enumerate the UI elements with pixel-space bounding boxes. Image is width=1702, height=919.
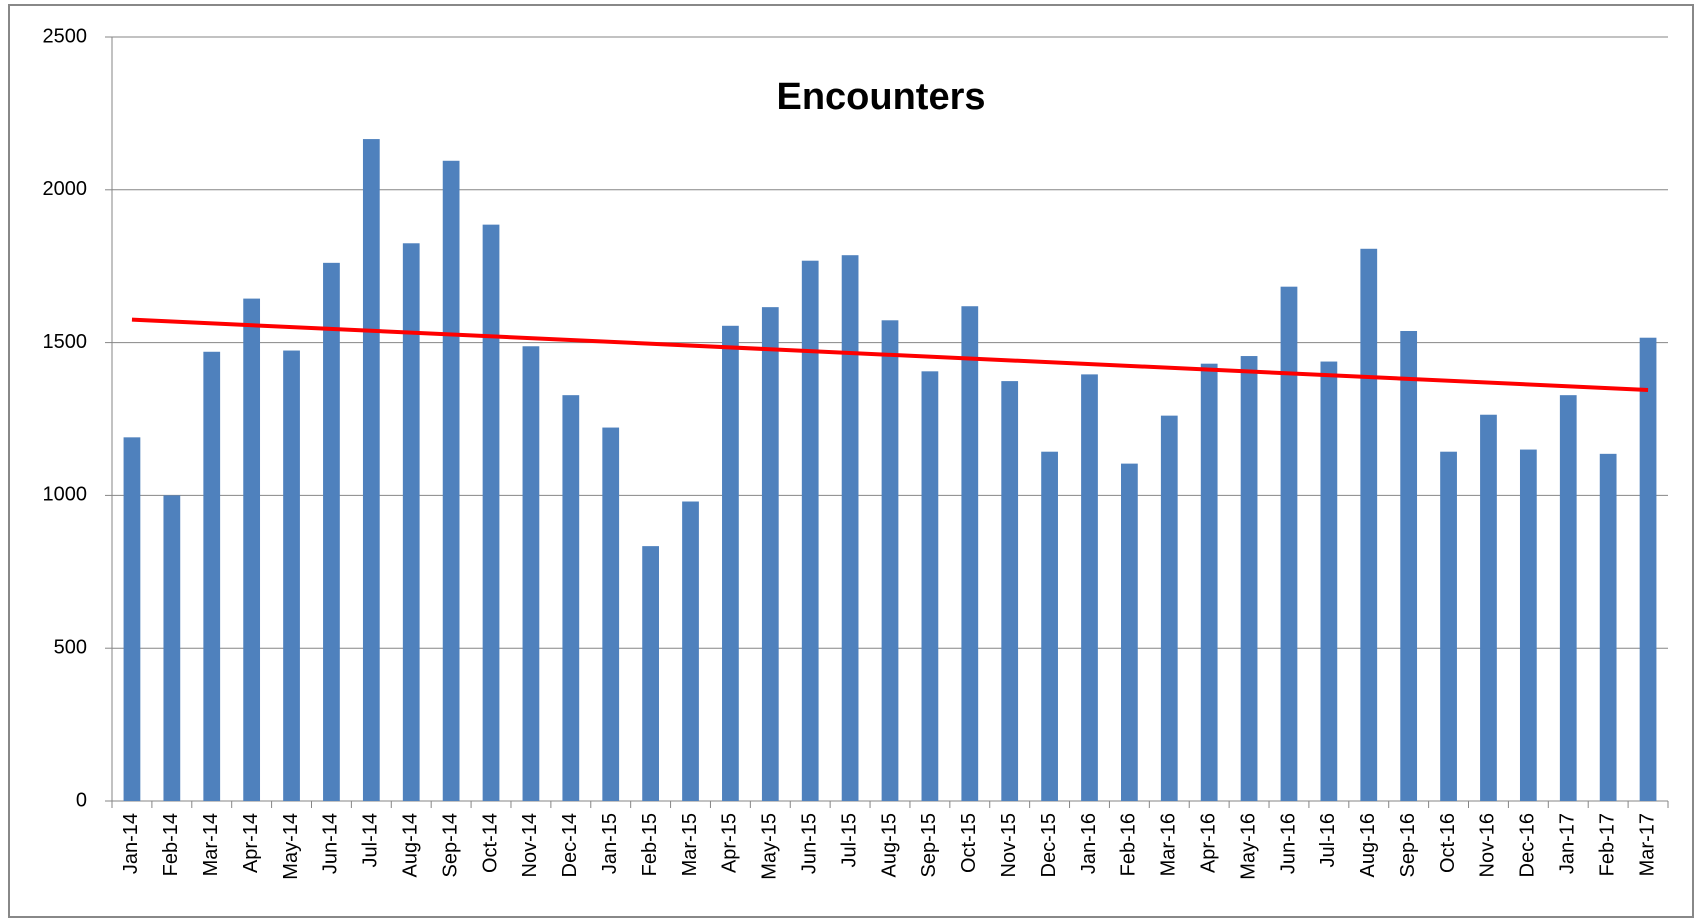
bar <box>402 243 420 801</box>
chart-border <box>8 4 1694 918</box>
bar <box>562 395 580 801</box>
x-tick-label: Dec-14 <box>559 813 581 877</box>
y-tick-label: 2000 <box>43 178 88 200</box>
x-tick-label: Apr-14 <box>240 813 262 873</box>
y-tick-label: 0 <box>76 789 87 811</box>
bar <box>1081 374 1098 801</box>
x-tick-label: Dec-16 <box>1517 813 1539 877</box>
bar <box>1240 356 1258 801</box>
trendline <box>131 317 1649 392</box>
x-tick-label: Feb-14 <box>160 813 182 876</box>
x-tick-label: Jan-15 <box>599 813 621 874</box>
bar <box>1160 415 1178 801</box>
bar <box>362 139 380 801</box>
bar <box>1559 395 1577 801</box>
bar <box>123 437 141 801</box>
x-tick-label: Feb-17 <box>1596 813 1618 876</box>
x-tick-label: Oct-16 <box>1437 813 1459 873</box>
x-tick-label: Sep-16 <box>1397 813 1419 878</box>
x-tick-label: Sep-15 <box>918 813 940 878</box>
bar <box>1121 463 1138 801</box>
y-tick-label: 1000 <box>43 484 88 506</box>
x-tick-label: Apr-15 <box>719 813 741 873</box>
x-tick-label: Nov-14 <box>519 813 541 877</box>
bar <box>283 350 300 801</box>
chart-title: Encounters <box>776 76 985 118</box>
y-tick-label: 2500 <box>43 25 88 47</box>
y-tick-label: 1500 <box>43 331 88 353</box>
bar <box>1200 363 1218 801</box>
bar <box>961 306 979 801</box>
x-tick-label: Mar-16 <box>1158 813 1180 876</box>
x-tick-label: Jul-16 <box>1317 813 1339 867</box>
x-tick-label: Aug-16 <box>1357 813 1379 878</box>
x-tick-label: May-15 <box>759 813 781 880</box>
bar <box>1041 451 1058 801</box>
x-tick-label: May-16 <box>1237 813 1259 880</box>
bar <box>1519 449 1537 801</box>
bar <box>722 325 739 801</box>
x-tick-label: Aug-15 <box>878 813 900 878</box>
x-tick-label: Jun-14 <box>320 813 342 874</box>
bar <box>682 501 699 801</box>
x-tick-label: Oct-15 <box>958 813 980 873</box>
x-tick-label: Jan-16 <box>1078 813 1100 874</box>
x-tick-label: Sep-14 <box>439 813 461 878</box>
x-tick-label: Jan-17 <box>1557 813 1579 874</box>
x-tick-label: Oct-14 <box>479 813 501 873</box>
bar <box>602 427 620 801</box>
bar <box>163 495 181 801</box>
bar <box>921 371 939 801</box>
bar <box>1440 451 1457 801</box>
x-tick-label: Jun-16 <box>1277 813 1299 874</box>
bar <box>203 351 221 801</box>
x-tick-label: Jul-15 <box>838 813 860 867</box>
bar <box>1360 248 1378 801</box>
bar <box>1639 337 1657 801</box>
bar <box>801 260 819 801</box>
bar <box>1400 330 1418 801</box>
x-tick-label: Mar-17 <box>1636 813 1658 876</box>
bar <box>1320 361 1338 801</box>
x-tick-label: Feb-16 <box>1118 813 1140 876</box>
bar <box>841 255 859 802</box>
bar <box>522 346 540 801</box>
bar <box>881 320 899 801</box>
x-tick-label: Mar-14 <box>200 813 222 876</box>
x-tick-label: Jul-14 <box>360 813 382 867</box>
x-tick-label: Dec-15 <box>1038 813 1060 877</box>
x-tick-label: Nov-16 <box>1477 813 1499 877</box>
x-tick-label: Nov-15 <box>998 813 1020 877</box>
bar <box>323 262 340 802</box>
bar <box>642 546 659 801</box>
x-tick-label: Jan-14 <box>120 813 142 874</box>
x-tick-label: Feb-15 <box>639 813 661 876</box>
bar <box>442 160 460 801</box>
bar <box>761 307 779 801</box>
bar <box>482 224 500 801</box>
bar <box>1480 414 1497 801</box>
x-tick-label: Aug-14 <box>400 813 422 878</box>
bar <box>1599 453 1617 801</box>
bar <box>1001 381 1019 801</box>
x-tick-label: Apr-16 <box>1197 813 1219 873</box>
bar <box>243 298 261 801</box>
y-tick-label: 500 <box>54 636 87 658</box>
x-tick-label: May-14 <box>280 813 302 880</box>
bar <box>1280 286 1298 802</box>
x-tick-label: Mar-15 <box>679 813 701 876</box>
x-tick-label: Jun-15 <box>798 813 820 874</box>
